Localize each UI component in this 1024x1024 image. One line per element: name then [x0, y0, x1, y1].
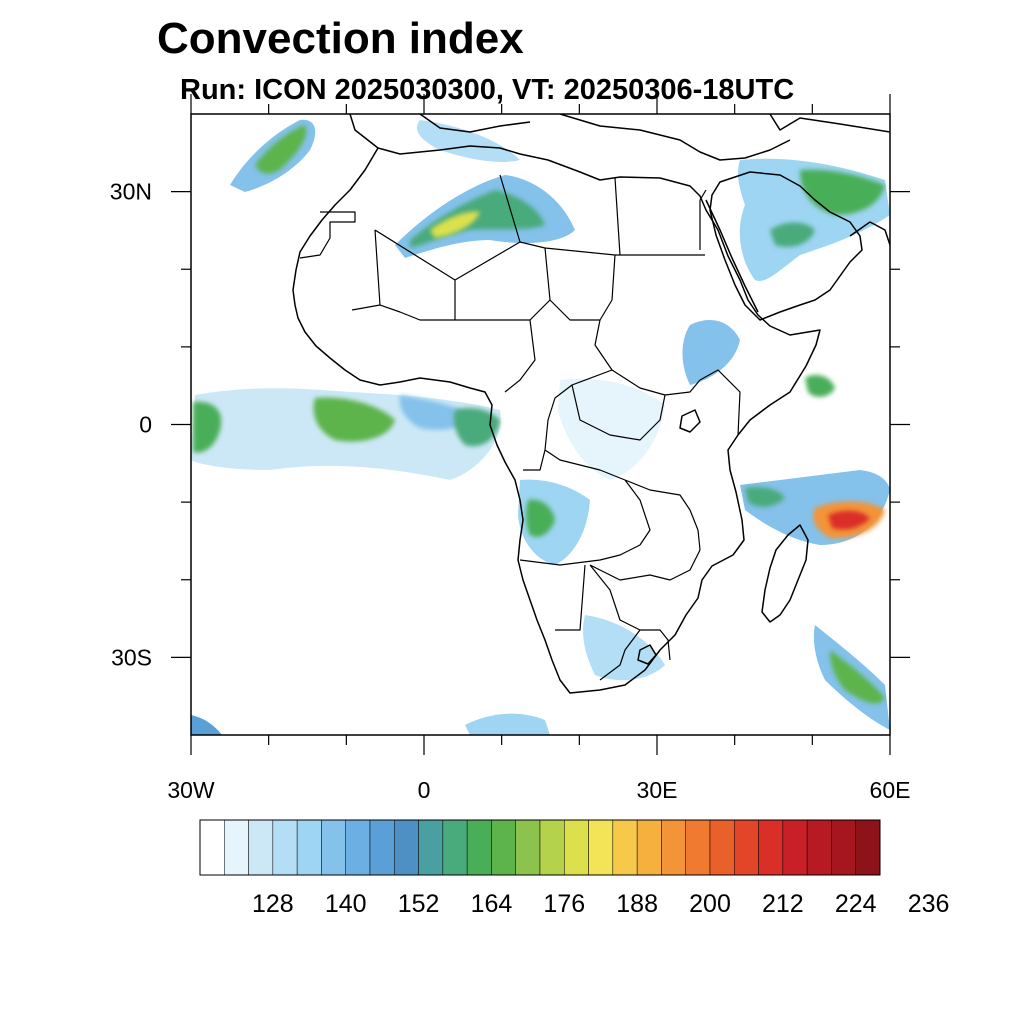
chart-subtitle: Run: ICON 2025030300, VT: 20250306-18UTC — [180, 74, 795, 106]
convection-area — [255, 125, 307, 174]
convection-area — [682, 320, 740, 385]
colorbar-label: 224 — [835, 890, 877, 918]
colorbar-swatch — [491, 819, 516, 876]
convection-area — [828, 510, 870, 530]
y-tick-label: 30N — [110, 179, 152, 205]
convection-area — [416, 120, 520, 162]
colorbar-swatch — [709, 819, 735, 876]
convection-area — [558, 378, 665, 480]
colorbar-swatch — [321, 819, 346, 876]
colorbar-swatch — [515, 819, 541, 876]
colorbar-swatch — [394, 819, 419, 876]
colorbar-swatch — [442, 819, 468, 876]
colorbar-label: 128 — [252, 890, 294, 918]
convection-area — [805, 375, 835, 397]
convection-area — [313, 397, 395, 442]
colorbar-swatch — [466, 819, 492, 876]
colorbar-swatch — [806, 819, 832, 876]
colorbar: 128 140 152 164 176 188 200 212 224 236 — [199, 819, 950, 918]
colorbar-swatch — [661, 819, 686, 876]
convection-area — [525, 499, 555, 537]
red-sea-gulf-lines — [705, 199, 890, 313]
colorbar-swatch — [296, 819, 322, 876]
africa-coastline — [292, 145, 821, 694]
colorbar-label: 200 — [689, 890, 731, 918]
iberia-and-mediterranean — [349, 114, 890, 161]
convection-area — [583, 615, 665, 681]
lake-victoria — [679, 409, 701, 433]
colorbar-swatch — [636, 819, 662, 876]
convection-area — [453, 408, 500, 447]
convection-area — [193, 401, 222, 453]
colorbar-swatch — [685, 819, 711, 876]
country-borders — [299, 174, 741, 681]
map-panel — [190, 113, 891, 736]
colorbar-swatch — [418, 819, 444, 876]
x-tick-label: 60E — [870, 777, 911, 803]
coastlines-and-borders — [292, 114, 890, 694]
colorbar-label: 188 — [616, 890, 658, 918]
x-axis: 30W 0 30E 60E — [167, 94, 910, 803]
arabian-peninsula — [709, 171, 863, 321]
lesotho — [637, 644, 657, 665]
convection-area — [745, 487, 785, 507]
map-content — [191, 114, 890, 735]
convection-area — [465, 713, 550, 735]
colorbar-swatch — [224, 819, 249, 876]
colorbar-swatch — [588, 819, 614, 876]
colorbar-swatch — [734, 819, 759, 876]
x-tick-label: 0 — [418, 777, 431, 803]
chart-title: Convection index — [157, 14, 524, 63]
colorbar-swatch — [831, 819, 856, 876]
colorbar-swatch — [369, 819, 395, 876]
colorbar-swatch — [612, 819, 638, 876]
convection-area — [399, 395, 470, 430]
colorbar-frame — [199, 819, 881, 876]
colorbar-swatch — [758, 819, 784, 876]
madagascar — [761, 524, 809, 623]
colorbar-label: 236 — [908, 890, 950, 918]
colorbar-label: 164 — [471, 890, 513, 918]
colorbar-swatch — [564, 819, 589, 876]
colorbar-label: 152 — [398, 890, 440, 918]
colorbar-label: 176 — [543, 890, 585, 918]
colorbar-label: 140 — [325, 890, 367, 918]
colorbar-swatch — [199, 819, 225, 876]
y-axis: 30N 0 30S — [110, 179, 910, 670]
x-tick-label: 30E — [637, 777, 678, 803]
convection-area — [830, 650, 885, 704]
colorbar-label: 212 — [762, 890, 804, 918]
colorbar-swatch — [855, 819, 881, 876]
convection-area — [770, 222, 815, 247]
colorbar-swatch — [248, 819, 274, 876]
colorbar-swatch — [539, 819, 565, 876]
convection-area — [800, 169, 885, 215]
colorbar-swatch — [272, 819, 298, 876]
x-tick-label: 30W — [167, 777, 215, 803]
convection-fields — [191, 119, 890, 735]
y-tick-label: 0 — [139, 412, 152, 438]
convection-area — [191, 715, 222, 735]
y-tick-label: 30S — [111, 644, 152, 670]
colorbar-swatch — [782, 819, 808, 876]
convection-area — [430, 211, 480, 238]
colorbar-swatch — [345, 819, 371, 876]
